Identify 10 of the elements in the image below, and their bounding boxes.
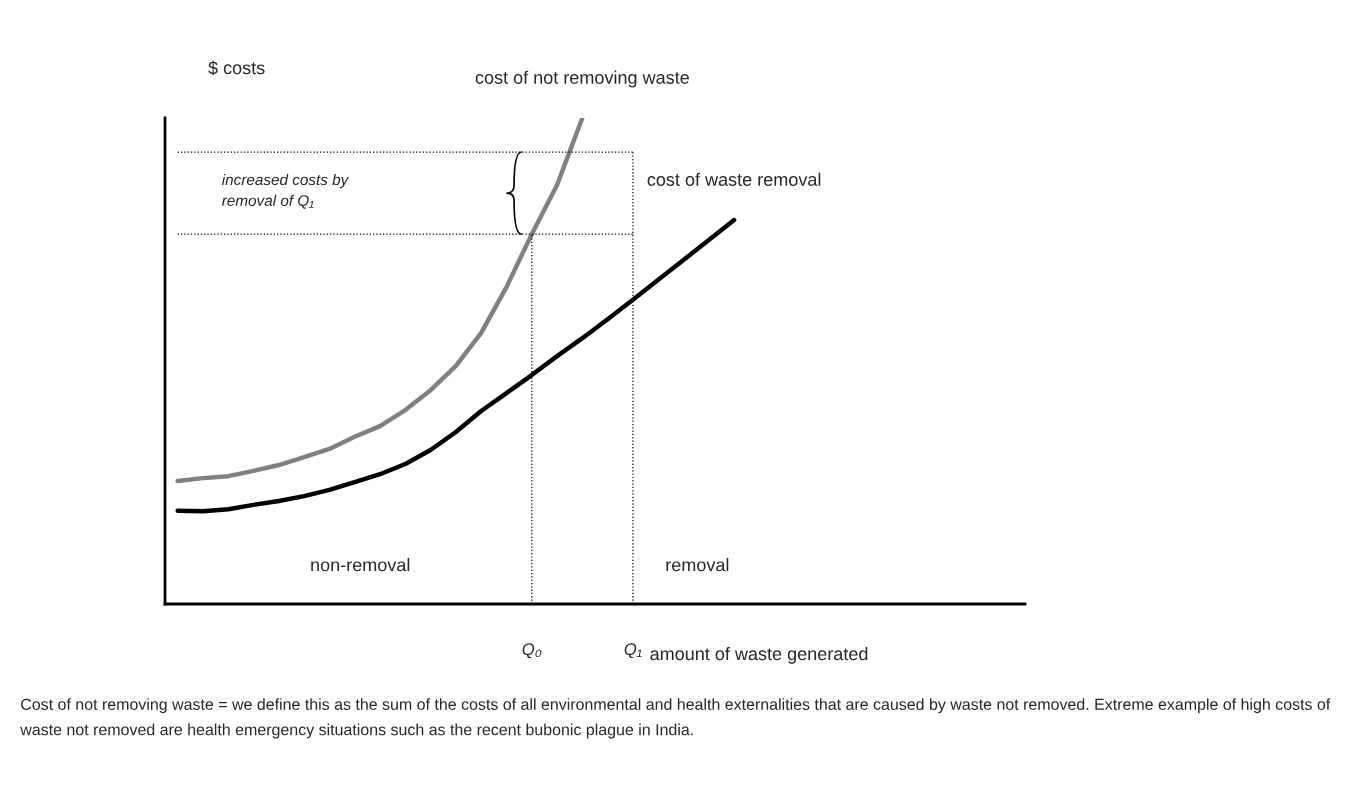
annotation: non-removal: [311, 558, 410, 572]
text: Cost of not removing waste = we define this as the sum of the costs of all environmental and health externalities that are caused by waste not removed. Extreme example of high costs of waste not removed are health emergency situations such as the recent bubonic plague in India.: [20, 698, 1331, 739]
annotation: removal: [666, 558, 729, 572]
x-tick-label: Q₁: [624, 643, 642, 659]
text: cost of not removing waste: [475, 70, 689, 88]
y-axis-title: $ costs: [208, 60, 265, 76]
annotation: increased costs by removal of Q₁: [222, 173, 350, 209]
text: cost of waste removal: [647, 172, 821, 186]
x-tick-label: Q₀: [522, 643, 542, 659]
x-axis-title: amount of waste generated: [650, 646, 868, 664]
